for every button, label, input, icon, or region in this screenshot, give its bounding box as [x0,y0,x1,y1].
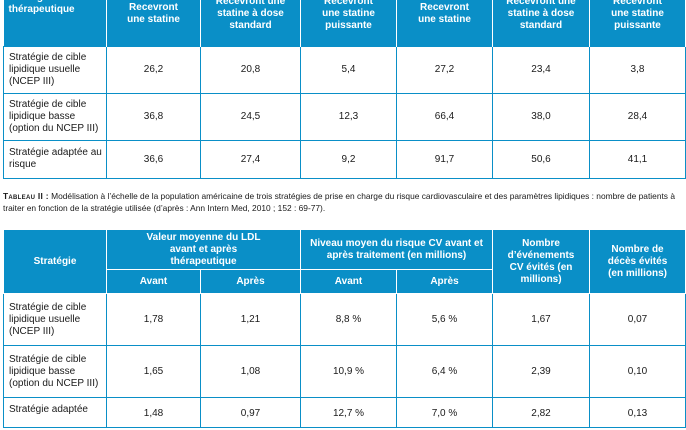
cell-value: 36,8 [106,92,201,141]
row-label: Stratégie adaptée [3,397,107,428]
row-label: Stratégie de cible lipidique basse (opti… [3,345,107,398]
header-ldl-apres: Après [199,269,302,294]
table-row: Stratégie adaptée 1,48 0,97 12,7 % 7,0 %… [3,397,686,428]
cell-value: 12,7 % [300,397,398,428]
cell-value: 0,13 [589,397,686,428]
cell-value: 1,08 [199,345,302,398]
header-risque-apres: Après [396,269,494,294]
caption-text: Modélisation à l’échelle de la populatio… [3,191,675,213]
cell-value: 26,2 [106,45,201,94]
cell-value: 24,5 [200,92,301,141]
row-label: Stratégie de cible lipidique usuelle (NC… [3,45,107,94]
table-row: Stratégie de cible lipidique usuelle (NC… [3,45,686,94]
cell-value: 9,2 [300,139,397,179]
cell-value: 27,2 [396,45,493,94]
row-label: Stratégie adaptée au risque [3,139,107,179]
header-recevront-statine: Recevront une statine [106,0,201,46]
cell-value: 1,78 [106,293,201,346]
cell-value: 0,10 [589,345,686,398]
header-valeur-ldl: Valeur moyenne du LDL avant et après thé… [105,229,302,270]
table-caption: Tableau II : Modélisation à l’échelle de… [3,190,685,214]
table-patients-a-traiter: Stratégie thérapeutique Recevront une st… [3,0,686,179]
row-label: Stratégie de cible lipidique basse (opti… [3,92,107,141]
cell-value: 1,21 [199,293,302,346]
cell-value: 0,07 [589,293,686,346]
cell-value: 38,0 [492,92,590,141]
table-row: Stratégie adaptée au risque 36,6 27,4 9,… [3,139,686,179]
header-statine-puissante: Recevront une statine puissante [300,0,397,46]
cell-value: 1,65 [106,345,201,398]
cell-value: 6,4 % [396,345,494,398]
cell-value: 23,4 [492,45,590,94]
header-niveau-risque: Niveau moyen du risque CV avant et après… [300,229,494,270]
table-row: Stratégie de cible lipidique basse (opti… [3,92,686,141]
cell-value: 2,39 [492,345,591,398]
cell-value: 0,97 [199,397,302,428]
cell-value: 7,0 % [396,397,494,428]
header-deces-evites: Nombre de décès évités (en millions) [589,229,686,294]
cell-value: 1,48 [106,397,201,428]
row-label: Stratégie de cible lipidique usuelle (NC… [3,293,107,346]
cell-value: 66,4 [396,92,493,141]
cell-value: 5,4 [300,45,397,94]
cell-value: 27,4 [200,139,301,179]
table-strategies-resultats: Stratégie Valeur moyenne du LDL avant et… [3,229,686,428]
caption-label: Tableau II : [3,191,49,201]
header-recevront-statine-2: Recevront une statine [396,0,493,46]
header-ldl-avant: Avant [106,269,201,294]
header-statine-puissante-2: Recevront une statine puissante [589,0,686,46]
cell-value: 91,7 [396,139,493,179]
cell-value: 2,82 [492,397,591,428]
cell-value: 50,6 [492,139,590,179]
header-evenements-evites: Nombre d’événements CV évités (en millio… [492,229,591,294]
cell-value: 36,6 [106,139,201,179]
cell-value: 12,3 [300,92,397,141]
header-strategie: Stratégie [3,229,107,294]
cell-value: 20,8 [200,45,301,94]
cell-value: 1,67 [492,293,591,346]
cell-value: 10,9 % [300,345,398,398]
header-statine-dose-standard-2: Recevront une statine à dose standard [492,0,590,46]
header-strategie-therapeutique: Stratégie thérapeutique [3,0,107,46]
table-row: Stratégie de cible lipidique usuelle (NC… [3,293,686,346]
cell-value: 8,8 % [300,293,398,346]
cell-value: 41,1 [589,139,686,179]
header-statine-dose-standard: Recevront une statine à dose standard [200,0,301,46]
cell-value: 28,4 [589,92,686,141]
header-risque-avant: Avant [300,269,398,294]
table-row: Stratégie de cible lipidique basse (opti… [3,345,686,398]
cell-value: 3,8 [589,45,686,94]
cell-value: 5,6 % [396,293,494,346]
